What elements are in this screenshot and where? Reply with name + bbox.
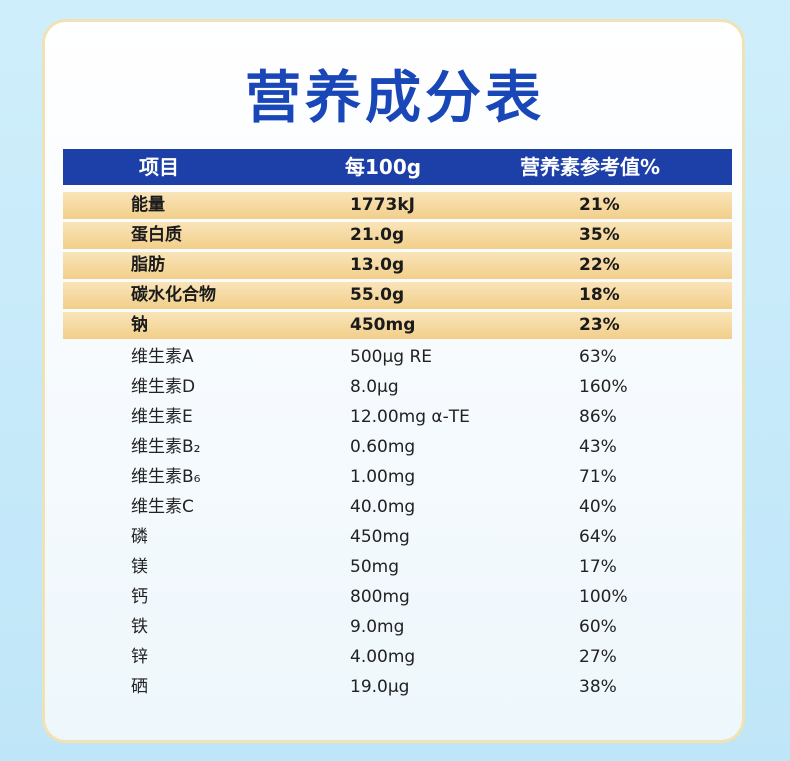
table-row: 钙 800mg 100% <box>63 582 732 612</box>
row-nrv: 43% <box>579 437 617 457</box>
row-item-name: 磷 <box>131 527 148 547</box>
row-nrv: 27% <box>579 647 617 667</box>
row-amount: 12.00mg α-TE <box>350 407 470 427</box>
table-row: 维生素A 500µg RE 63% <box>63 342 732 372</box>
row-item-name: 能量 <box>131 195 165 215</box>
row-item-name: 维生素B₂ <box>131 437 201 457</box>
row-amount: 21.0g <box>350 225 405 245</box>
row-amount: 40.0mg <box>350 497 416 517</box>
nutrition-table: 项目 每100g 营养素参考值% 能量 1773kJ 21% 蛋白质 21.0g 35% 脂… <box>63 149 732 697</box>
row-amount: 50mg <box>350 557 399 577</box>
table-row: 镁 50mg 17% <box>63 552 732 582</box>
table-row: 磷 450mg 64% <box>63 522 732 552</box>
row-item-name: 维生素A <box>131 347 194 367</box>
row-amount: 8.0µg <box>350 377 399 397</box>
table-row: 维生素C 40.0mg 40% <box>63 492 732 522</box>
table-row: 能量 1773kJ 21% <box>63 192 732 219</box>
row-nrv: 71% <box>579 467 617 487</box>
row-amount: 450mg <box>350 315 416 335</box>
row-nrv: 17% <box>579 557 617 577</box>
row-amount: 19.0µg <box>350 677 410 697</box>
row-amount: 0.60mg <box>350 437 416 457</box>
row-item-name: 脂肪 <box>131 255 165 275</box>
row-amount: 1773kJ <box>350 195 415 215</box>
table-row: 碳水化合物 55.0g 18% <box>63 282 732 309</box>
row-item-name: 钠 <box>131 315 148 335</box>
row-nrv: 64% <box>579 527 617 547</box>
header-item: 项目 <box>139 155 179 179</box>
table-row: 维生素D 8.0µg 160% <box>63 372 732 402</box>
row-amount: 55.0g <box>350 285 405 305</box>
row-nrv: 35% <box>579 225 620 245</box>
table-row: 钠 450mg 23% <box>63 312 732 339</box>
table-row: 锌 4.00mg 27% <box>63 642 732 672</box>
table-body: 能量 1773kJ 21% 蛋白质 21.0g 35% 脂肪 13.0g 22% 碳水化合物 55.… <box>63 192 732 702</box>
row-amount: 4.00mg <box>350 647 416 667</box>
row-nrv: 60% <box>579 617 617 637</box>
row-amount: 9.0mg <box>350 617 405 637</box>
row-nrv: 63% <box>579 347 617 367</box>
nutrition-card <box>42 19 745 743</box>
row-item-name: 镁 <box>131 557 148 577</box>
row-nrv: 38% <box>579 677 617 697</box>
row-item-name: 锌 <box>131 647 148 667</box>
row-item-name: 维生素D <box>131 377 196 397</box>
table-row: 硒 19.0µg 38% <box>63 672 732 702</box>
row-nrv: 22% <box>579 255 620 275</box>
row-item-name: 维生素C <box>131 497 194 517</box>
row-nrv: 21% <box>579 195 620 215</box>
table-row: 蛋白质 21.0g 35% <box>63 222 732 249</box>
row-item-name: 蛋白质 <box>131 225 182 245</box>
row-item-name: 碳水化合物 <box>131 285 216 305</box>
row-item-name: 铁 <box>131 617 148 637</box>
row-nrv: 40% <box>579 497 617 517</box>
table-row: 维生素B₂ 0.60mg 43% <box>63 432 732 462</box>
row-item-name: 维生素B₆ <box>131 467 201 487</box>
row-amount: 500µg RE <box>350 347 433 367</box>
table-row: 铁 9.0mg 60% <box>63 612 732 642</box>
row-nrv: 18% <box>579 285 620 305</box>
row-item-name: 维生素E <box>131 407 193 427</box>
table-row: 脂肪 13.0g 22% <box>63 252 732 279</box>
row-nrv: 23% <box>579 315 620 335</box>
row-amount: 1.00mg <box>350 467 416 487</box>
row-item-name: 硒 <box>131 677 148 697</box>
row-item-name: 钙 <box>131 587 148 607</box>
row-nrv: 86% <box>579 407 617 427</box>
row-amount: 13.0g <box>350 255 405 275</box>
row-amount: 800mg <box>350 587 410 607</box>
row-nrv: 100% <box>579 587 628 607</box>
row-amount: 450mg <box>350 527 410 547</box>
row-nrv: 160% <box>579 377 628 397</box>
header-per-100g: 每100g <box>345 155 422 179</box>
page-title: 营养成分表 <box>245 66 545 131</box>
table-row: 维生素E 12.00mg α-TE 86% <box>63 402 732 432</box>
table-header: 项目 每100g 营养素参考值% <box>63 149 732 185</box>
header-nrv: 营养素参考值% <box>520 155 661 179</box>
table-row: 维生素B₆ 1.00mg 71% <box>63 462 732 492</box>
